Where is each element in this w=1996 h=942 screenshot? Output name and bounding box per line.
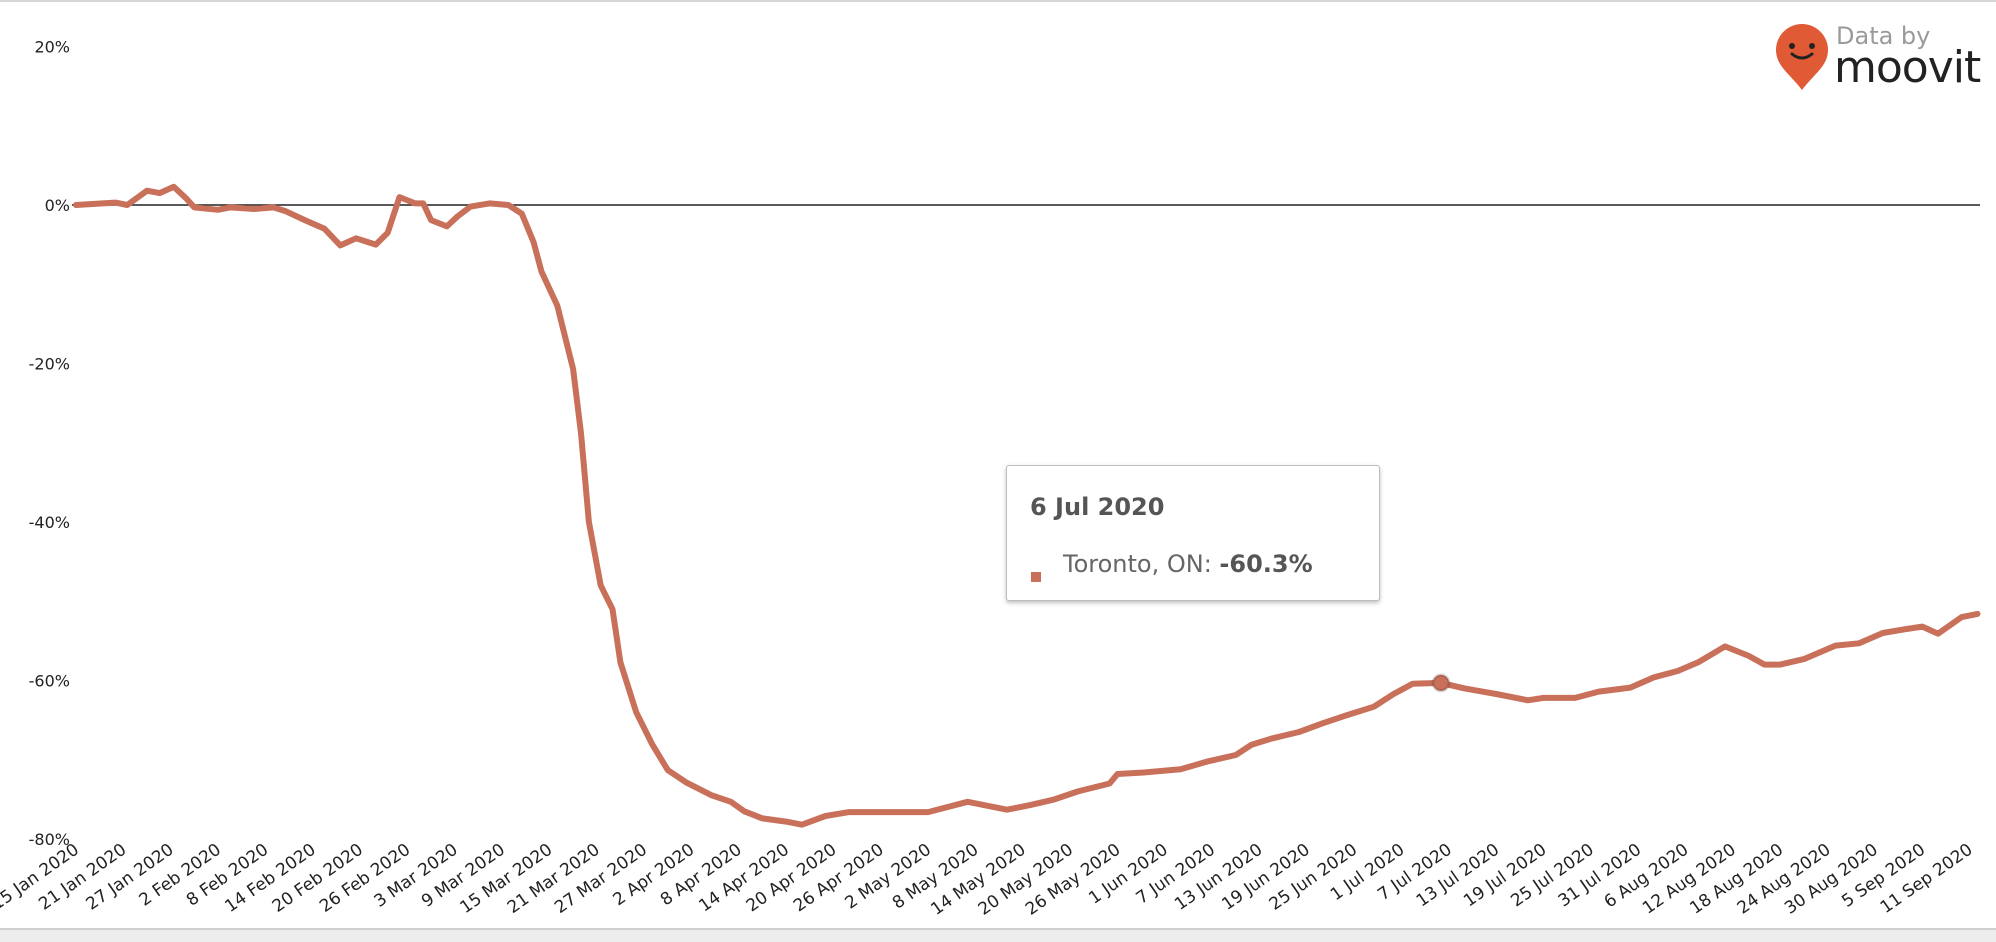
moovit-logo: Data by moovit	[1770, 22, 1990, 93]
tooltip-row: Toronto, ON: -60.3%	[1063, 550, 1313, 578]
logo-brand: moovit	[1834, 42, 1981, 93]
y-axis: 20% 0% -20% -40% -60% -80%	[29, 38, 70, 850]
tooltip-date: 6 Jul 2020	[1030, 493, 1165, 521]
hover-point[interactable]	[1431, 673, 1451, 693]
y-tick-label: -80%	[29, 830, 70, 849]
tooltip-series-name: Toronto, ON:	[1063, 550, 1212, 578]
y-tick-label: 0%	[45, 196, 70, 215]
top-border	[0, 0, 1996, 2]
series-swatch	[1031, 572, 1041, 582]
logo-prefix: Data by	[1836, 22, 1931, 50]
tooltip: 6 Jul 2020 Toronto, ON: -60.3%	[1006, 465, 1380, 601]
horizontal-scrollbar[interactable]	[0, 928, 1996, 942]
moovit-pin-icon	[1776, 24, 1828, 90]
tooltip-value: -60.3%	[1219, 550, 1313, 578]
y-tick-label: 20%	[34, 38, 70, 57]
series-line-toronto	[73, 183, 1981, 828]
y-tick-label: -20%	[29, 355, 70, 374]
y-tick-label: -60%	[29, 672, 70, 691]
y-tick-label: -40%	[29, 513, 70, 532]
